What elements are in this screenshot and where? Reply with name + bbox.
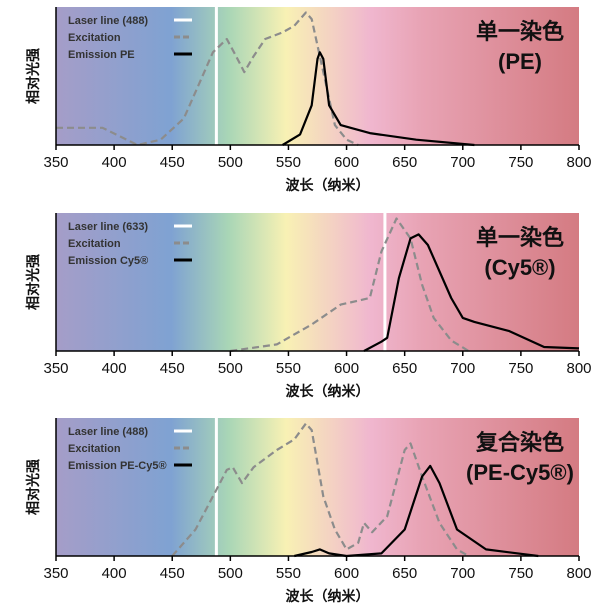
x-tick-label: 550 <box>276 565 301 582</box>
x-axis-label: 波长（纳米） <box>286 177 370 193</box>
y-axis-label: 相对光强 <box>25 48 41 104</box>
x-tick-label: 650 <box>392 360 417 377</box>
chart-title: 单一染色 <box>476 225 564 250</box>
legend-label: Laser line (633) <box>68 221 148 233</box>
x-tick-label: 500 <box>218 360 243 377</box>
x-tick-label: 700 <box>450 565 475 582</box>
legend-label: Excitation <box>68 238 121 250</box>
x-tick-label: 350 <box>43 565 68 582</box>
emission-curve <box>282 51 475 147</box>
legend-label: Excitation <box>68 32 121 44</box>
legend-label: Laser line (488) <box>68 15 148 27</box>
x-tick-label: 600 <box>334 360 359 377</box>
x-tick-label: 600 <box>334 154 359 171</box>
x-tick-label: 800 <box>566 360 591 377</box>
x-tick-label: 450 <box>160 360 185 377</box>
excitation-curve <box>230 217 470 353</box>
emission-curve <box>294 464 539 558</box>
x-tick-label: 650 <box>392 565 417 582</box>
x-axis-label: 波长（纳米） <box>286 588 370 604</box>
y-axis-label: 相对光强 <box>25 254 41 310</box>
x-tick-label: 500 <box>218 565 243 582</box>
x-tick-label: 450 <box>160 154 185 171</box>
x-tick-label: 750 <box>508 154 533 171</box>
x-tick-label: 650 <box>392 154 417 171</box>
x-tick-label: 400 <box>102 154 127 171</box>
excitation-curve <box>171 422 470 557</box>
chart-subtitle: (PE) <box>498 49 542 74</box>
x-tick-label: 450 <box>160 565 185 582</box>
panel-3: 350 400 450 500 550 600 650 700 750 800 波长（纳米） 相对光强… <box>25 418 592 604</box>
legend-label: Emission PE <box>68 49 135 61</box>
emission-curve <box>363 233 580 352</box>
chart-title: 单一染色 <box>476 19 564 44</box>
x-tick-label: 600 <box>334 565 359 582</box>
legend-label: Excitation <box>68 443 121 455</box>
legend-label: Emission Cy5® <box>68 255 148 267</box>
plot-background <box>56 213 579 351</box>
y-axis-label: 相对光强 <box>25 459 41 515</box>
x-tick-label: 500 <box>218 154 243 171</box>
x-tick-label: 400 <box>102 360 127 377</box>
x-tick-label: 350 <box>43 360 68 377</box>
x-tick-label: 700 <box>450 360 475 377</box>
plot-background <box>56 418 579 556</box>
panel-1: 350 400 450 500 550 600 650 700 750 800 波长（纳米） 相对光强… <box>25 7 592 193</box>
legend-label: Laser line (488) <box>68 426 148 438</box>
x-tick-label: 750 <box>508 565 533 582</box>
chart-subtitle: (Cy5®) <box>484 255 555 280</box>
chart-title: 复合染色 <box>475 430 564 455</box>
x-tick-label: 800 <box>566 565 591 582</box>
chart-subtitle: (PE-Cy5®) <box>466 460 574 485</box>
x-tick-label: 350 <box>43 154 68 171</box>
x-tick-label: 700 <box>450 154 475 171</box>
panel-2: 350 400 450 500 550 600 650 700 750 800 波长（纳米） 相对光强… <box>25 213 592 399</box>
x-tick-label: 550 <box>276 154 301 171</box>
plot-background <box>56 7 579 145</box>
x-axis-label: 波长（纳米） <box>286 383 370 399</box>
legend-label: Emission PE-Cy5® <box>68 460 167 472</box>
x-tick-label: 800 <box>566 154 591 171</box>
x-tick-label: 750 <box>508 360 533 377</box>
x-tick-label: 550 <box>276 360 301 377</box>
excitation-curve <box>56 11 359 147</box>
x-tick-label: 400 <box>102 565 127 582</box>
